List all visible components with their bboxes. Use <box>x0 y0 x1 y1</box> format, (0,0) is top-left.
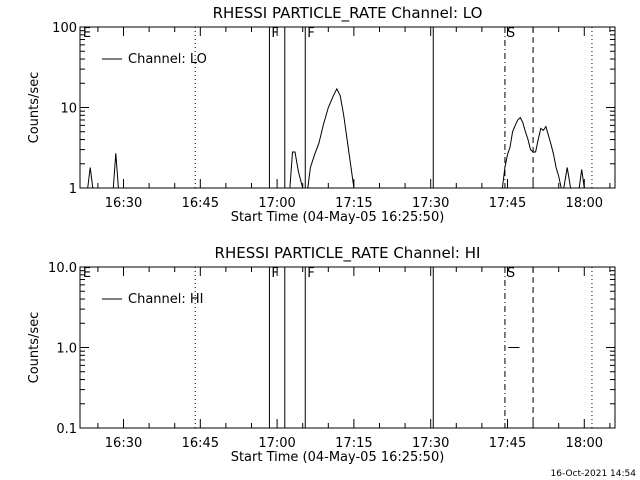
lo-x-tick-label: 18:00 <box>566 196 603 211</box>
hi-channel-panel: RHESSI PARTICLE_RATE Channel: HI 0.1 1.0 10… <box>27 244 616 465</box>
hi-x-tick-label: 17:45 <box>489 436 526 451</box>
lo-data-line <box>501 116 562 189</box>
lo-legend-label: Channel: LO <box>128 52 207 67</box>
lo-event-marker-label-F: F <box>271 26 278 41</box>
hi-y-tick-label: 1.0 <box>56 342 77 357</box>
hi-x-tick-label: 17:30 <box>412 436 449 451</box>
lo-event-marker-label-E: E <box>83 26 91 41</box>
hi-x-tick-label: 17:00 <box>258 436 295 451</box>
timestamp-label: 16-Oct-2021 14:54 <box>551 469 637 479</box>
hi-x-tick-label: 16:45 <box>182 436 219 451</box>
lo-channel-panel: RHESSI PARTICLE_RATE Channel: LO 1 10 100 16… <box>27 4 616 225</box>
lo-x-tick-label: 17:15 <box>335 196 372 211</box>
lo-data-line <box>289 151 304 189</box>
hi-legend-label: Channel: HI <box>128 292 204 307</box>
lo-x-tick-label: 17:00 <box>258 196 295 211</box>
hi-y-axis-label: Counts/sec <box>27 312 42 384</box>
lo-data-line <box>112 153 119 189</box>
lo-x-tick-label: 17:45 <box>489 196 526 211</box>
lo-y-tick-label: 10 <box>60 102 77 117</box>
lo-y-tick-label: 1 <box>69 182 77 197</box>
lo-y-axis-label: Counts/sec <box>27 72 42 144</box>
lo-y-tick-label: 100 <box>52 21 77 36</box>
lo-chart-title: RHESSI PARTICLE_RATE Channel: LO <box>213 4 483 23</box>
hi-x-tick-label: 18:00 <box>566 436 603 451</box>
lo-event-marker-label-F: F <box>307 26 314 41</box>
lo-data-line <box>563 167 572 189</box>
lo-event-marker-label-S: S <box>507 26 515 41</box>
lo-data-line <box>578 169 585 189</box>
hi-event-marker-label-F: F <box>271 266 278 281</box>
hi-x-axis-label: Start Time (04-May-05 16:25:50) <box>231 450 445 465</box>
hi-chart-title: RHESSI PARTICLE_RATE Channel: HI <box>215 244 481 263</box>
hi-y-tick-label: 0.1 <box>56 422 77 437</box>
lo-x-tick-label: 17:30 <box>412 196 449 211</box>
lo-x-axis-label: Start Time (04-May-05 16:25:50) <box>231 210 445 225</box>
lo-x-tick-label: 16:45 <box>182 196 219 211</box>
hi-y-tick-label: 10.0 <box>48 261 77 276</box>
lo-data-line <box>87 167 94 189</box>
hi-event-marker-label-E: E <box>83 266 91 281</box>
lo-x-tick-label: 16:30 <box>105 196 142 211</box>
hi-x-tick-label: 16:30 <box>105 436 142 451</box>
hi-x-tick-label: 17:15 <box>335 436 372 451</box>
hi-event-marker-label-S: S <box>507 266 515 281</box>
hi-event-marker-label-F: F <box>307 266 314 281</box>
lo-data-line <box>307 87 355 189</box>
